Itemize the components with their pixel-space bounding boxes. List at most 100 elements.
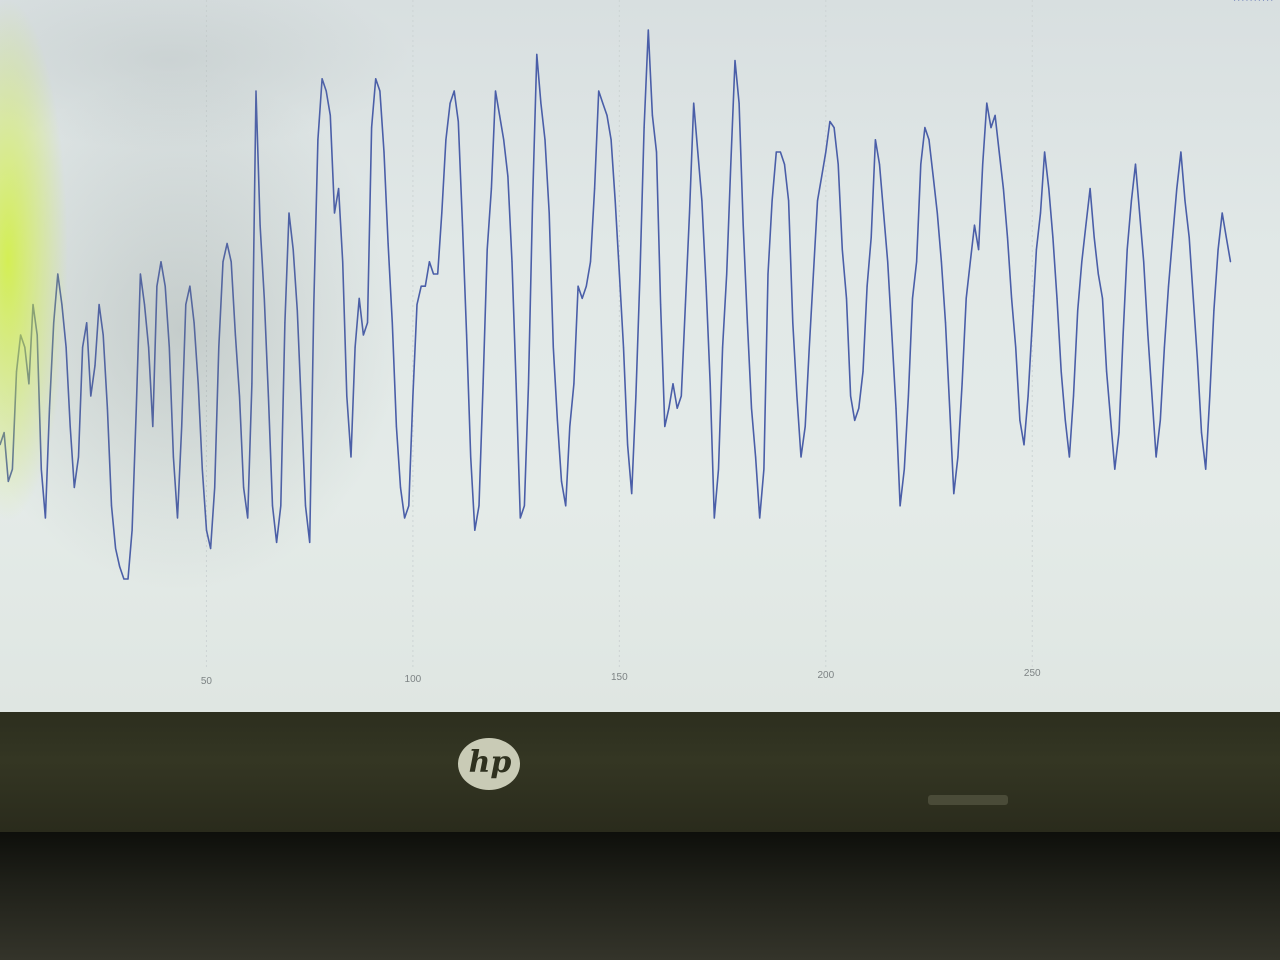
data-point-285 bbox=[1176, 188, 1178, 190]
data-point-103 bbox=[424, 285, 426, 287]
data-point-36 bbox=[148, 346, 150, 348]
data-point-241 bbox=[994, 114, 996, 116]
laptop-bezel bbox=[0, 712, 1280, 832]
data-point-199 bbox=[821, 175, 823, 177]
data-point-77 bbox=[317, 139, 319, 141]
data-point-203 bbox=[837, 163, 839, 165]
data-point-25 bbox=[102, 334, 104, 336]
data-point-85 bbox=[350, 456, 352, 458]
data-point-132 bbox=[544, 139, 546, 141]
data-point-258 bbox=[1064, 419, 1066, 421]
data-point-164 bbox=[676, 407, 678, 409]
data-point-234 bbox=[965, 297, 967, 299]
data-point-219 bbox=[903, 468, 905, 470]
data-point-218 bbox=[899, 505, 901, 507]
data-point-136 bbox=[560, 480, 563, 482]
data-point-297 bbox=[1225, 236, 1227, 238]
data-point-104 bbox=[428, 261, 431, 263]
data-point-63 bbox=[259, 224, 261, 226]
data-point-239 bbox=[986, 102, 988, 104]
data-point-105 bbox=[432, 273, 435, 275]
data-point-168 bbox=[693, 102, 695, 104]
data-point-193 bbox=[796, 395, 798, 397]
data-point-278 bbox=[1147, 334, 1149, 336]
data-point-247 bbox=[1019, 419, 1021, 421]
data-point-75 bbox=[309, 541, 311, 544]
data-point-52 bbox=[214, 486, 216, 489]
data-point-273 bbox=[1126, 249, 1128, 251]
data-point-232 bbox=[957, 456, 959, 458]
data-point-298 bbox=[1229, 261, 1232, 263]
data-point-126 bbox=[519, 517, 521, 519]
x-tick-label-50: 50 bbox=[201, 676, 213, 687]
data-point-308 bbox=[1271, 0, 1273, 1]
data-point-72 bbox=[296, 310, 298, 312]
data-point-10 bbox=[40, 468, 42, 470]
data-point-201 bbox=[829, 120, 831, 123]
data-point-90 bbox=[371, 127, 373, 129]
data-point-142 bbox=[585, 285, 587, 287]
data-point-171 bbox=[705, 285, 707, 287]
data-point-244 bbox=[1006, 236, 1009, 238]
data-point-267 bbox=[1101, 297, 1104, 299]
data-point-175 bbox=[721, 346, 724, 348]
data-point-174 bbox=[717, 468, 720, 470]
data-point-47 bbox=[193, 322, 195, 324]
laptop-base bbox=[0, 832, 1280, 960]
data-point-108 bbox=[445, 139, 447, 141]
data-point-102 bbox=[420, 285, 422, 287]
data-point-269 bbox=[1110, 419, 1112, 421]
data-point-38 bbox=[156, 285, 158, 287]
x-tick-label-150: 150 bbox=[611, 672, 628, 683]
data-point-288 bbox=[1188, 236, 1190, 238]
data-point-185 bbox=[763, 468, 765, 470]
data-point-167 bbox=[688, 212, 691, 214]
data-point-204 bbox=[841, 249, 843, 251]
data-point-8 bbox=[32, 303, 34, 306]
data-point-127 bbox=[523, 505, 525, 507]
data-point-115 bbox=[474, 529, 476, 531]
data-point-213 bbox=[878, 163, 881, 165]
data-point-68 bbox=[280, 505, 282, 507]
data-point-83 bbox=[342, 261, 344, 263]
data-point-215 bbox=[887, 261, 889, 263]
data-point-66 bbox=[271, 505, 274, 507]
data-point-210 bbox=[866, 285, 868, 287]
data-point-152 bbox=[627, 444, 629, 446]
data-point-262 bbox=[1081, 261, 1083, 263]
data-point-1 bbox=[3, 432, 5, 434]
data-point-46 bbox=[189, 285, 191, 287]
data-point-169 bbox=[697, 151, 699, 153]
data-point-120 bbox=[494, 90, 497, 92]
data-point-275 bbox=[1134, 163, 1137, 165]
data-point-200 bbox=[825, 151, 827, 153]
x-tick-label-200: 200 bbox=[817, 670, 834, 681]
data-point-220 bbox=[907, 395, 909, 397]
data-point-157 bbox=[647, 29, 649, 31]
data-point-188 bbox=[775, 151, 777, 153]
data-point-260 bbox=[1072, 395, 1075, 397]
data-point-286 bbox=[1180, 151, 1182, 153]
chart-grid bbox=[205, 0, 1033, 668]
data-point-187 bbox=[771, 200, 773, 202]
data-point-70 bbox=[288, 212, 290, 214]
data-point-280 bbox=[1155, 456, 1157, 458]
data-point-291 bbox=[1200, 432, 1203, 434]
data-point-245 bbox=[1011, 297, 1013, 299]
data-point-301 bbox=[1242, 0, 1244, 1]
data-point-97 bbox=[399, 486, 402, 489]
data-point-112 bbox=[461, 224, 464, 226]
data-point-236 bbox=[973, 224, 976, 226]
data-point-287 bbox=[1184, 200, 1186, 202]
data-point-62 bbox=[255, 90, 257, 92]
data-point-26 bbox=[106, 407, 108, 409]
data-point-172 bbox=[709, 383, 711, 385]
data-point-192 bbox=[792, 322, 794, 324]
data-point-165 bbox=[680, 395, 682, 397]
data-point-32 bbox=[131, 529, 133, 531]
data-point-3 bbox=[11, 468, 13, 470]
data-point-250 bbox=[1031, 322, 1033, 324]
data-point-145 bbox=[598, 90, 600, 92]
data-point-74 bbox=[304, 505, 307, 507]
data-point-177 bbox=[730, 163, 732, 165]
